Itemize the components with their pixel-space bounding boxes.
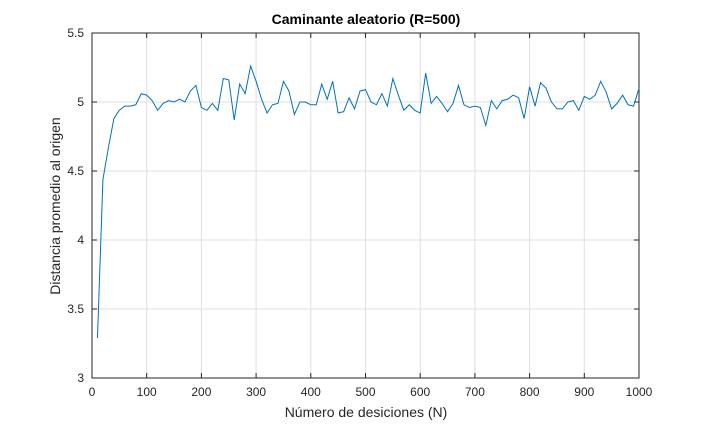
x-tick-label: 300: [246, 385, 266, 399]
series: [96, 64, 640, 338]
series-line: [96, 64, 640, 338]
x-axis-label: Número de desiciones (N): [285, 404, 448, 420]
x-tick-label: 100: [137, 385, 157, 399]
y-axis-label: Distancia promedio al origen: [47, 117, 63, 294]
y-tick-label: 5.5: [67, 26, 84, 40]
x-tick-label: 0: [89, 385, 96, 399]
x-tick-label: 600: [410, 385, 430, 399]
x-tick-label: 800: [520, 385, 540, 399]
y-tick-label: 3: [77, 371, 84, 385]
ticks: [91, 32, 640, 379]
x-tick-label: 900: [574, 385, 594, 399]
chart-title: Caminante aleatorio (R=500): [272, 11, 461, 27]
x-tick-label: 700: [465, 385, 485, 399]
x-tick-label: 200: [191, 385, 211, 399]
y-tick-label: 4.5: [67, 164, 84, 178]
x-tick-labels: 0 100 200 300 400 500 600 700 800 900 1000: [89, 385, 653, 399]
y-tick-label: 5: [77, 95, 84, 109]
x-tick-label: 500: [355, 385, 375, 399]
x-tick-label: 1000: [626, 385, 653, 399]
y-tick-label: 4: [77, 233, 84, 247]
y-tick-labels: 3 3.5 4 4.5 5 5.5: [67, 26, 84, 385]
grid: [91, 32, 640, 379]
y-tick-label: 3.5: [67, 302, 84, 316]
x-tick-label: 400: [301, 385, 321, 399]
